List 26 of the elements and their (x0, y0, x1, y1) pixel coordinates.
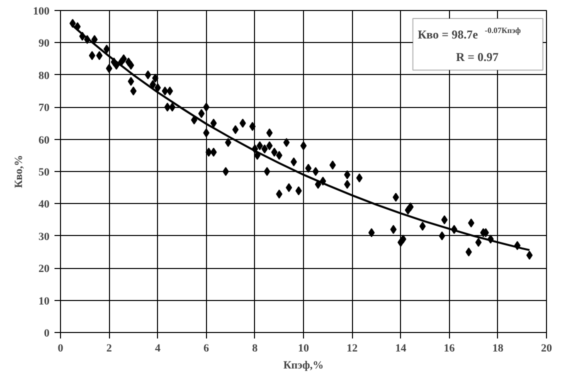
annotation: R = 0.97 (456, 50, 499, 64)
y-tick-label: 0 (44, 328, 50, 340)
x-tick-label: 18 (492, 342, 504, 354)
x-tick-label: 16 (444, 342, 456, 354)
y-tick-label: 30 (38, 230, 50, 243)
x-tick-label: 6 (204, 342, 210, 354)
y-tick-label: 20 (38, 263, 50, 276)
y-tick-label: 100 (33, 6, 50, 18)
y-tick-label: 70 (38, 102, 50, 114)
y-axis-title: Кво,% (13, 154, 25, 188)
x-axis-title: Кпэф,% (283, 360, 324, 372)
x-tick-label: 14 (395, 342, 407, 354)
x-tick-label: 2 (106, 342, 112, 354)
y-tick-label: 40 (38, 198, 50, 211)
y-tick-label: 90 (38, 38, 50, 50)
y-tick-label: 60 (38, 134, 50, 146)
x-tick-label: 4 (154, 342, 161, 354)
x-tick-label: 20 (541, 342, 552, 354)
y-tick-label: 50 (38, 166, 50, 178)
x-tick-label: 0 (58, 342, 64, 354)
annotation: Кво = 98.7e-0.07Кпэф (418, 26, 522, 42)
y-tick-label: 80 (38, 70, 50, 82)
x-tick-label: 10 (298, 342, 310, 354)
x-tick-label: 12 (346, 342, 358, 354)
x-tick-label: 8 (252, 342, 258, 354)
y-tick-label: 10 (38, 295, 50, 308)
